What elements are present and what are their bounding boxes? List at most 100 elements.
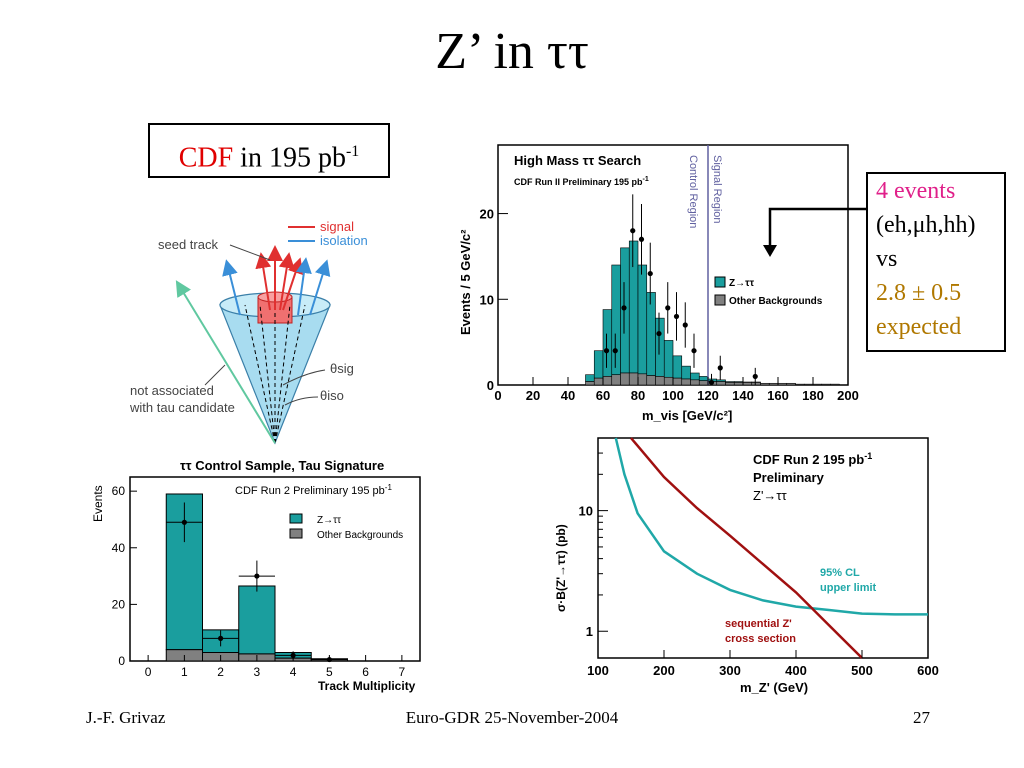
legend-label-other: Other Backgrounds [729, 296, 823, 307]
x-axis-label: Track Multiplicity [318, 679, 416, 693]
chart-subtitle: CDF Run II Preliminary 195 pb-1 [514, 176, 649, 187]
chart-title: CDF Run 2 195 pb-1 [753, 451, 872, 467]
x-tick-label: 100 [587, 663, 609, 678]
y-tick-label: 1 [586, 624, 593, 639]
background-bar [795, 383, 805, 386]
y-tick-label: 20 [112, 597, 126, 611]
x-tick-label: 5 [326, 665, 333, 679]
x-tick-label: 300 [719, 663, 741, 678]
data-point [752, 373, 758, 380]
unassociated-track-arrow [175, 280, 276, 444]
ztt-bar [655, 317, 665, 377]
ztt-bar [637, 264, 648, 375]
chart-axes: 0 1 2 3 4 5 6 7 0 20 40 60 [112, 484, 406, 679]
isolation-track-arrow [309, 259, 331, 316]
background-bar [768, 382, 779, 386]
y-tick-label: 20 [480, 207, 494, 222]
background-bar [716, 381, 726, 386]
slide-title: Z’ in ττ [435, 23, 589, 80]
background-bar [812, 383, 823, 386]
pointer-arrow [763, 207, 866, 257]
not-associated-label-2: with tau candidate [129, 400, 235, 415]
ztt-bar [611, 264, 621, 376]
legend-label-other: Other Backgrounds [317, 530, 403, 541]
data-point [673, 313, 680, 320]
chart-title: High Mass ττ Search [514, 153, 641, 168]
data-point [630, 228, 636, 234]
footer-event: Euro-GDR 25-November-2004 [405, 708, 619, 727]
signal-track-arrow [282, 257, 304, 311]
legend-swatch-other [289, 528, 303, 539]
cdf-label: CDF [178, 142, 234, 174]
xsec-label-1: sequential Z' [725, 618, 792, 630]
data-point [717, 365, 723, 371]
data-point [682, 322, 688, 328]
x-tick-label: 200 [653, 663, 675, 678]
cdf-lumi-text: in 195 pb [240, 142, 346, 174]
events-observed: 4 events [876, 178, 956, 204]
background-bar [593, 377, 604, 386]
background-bar [663, 376, 674, 386]
events-vs: vs [876, 246, 898, 272]
chart-frame [597, 437, 929, 659]
background-bar [725, 382, 735, 386]
data-point [218, 635, 224, 641]
isolation-cone [219, 304, 331, 445]
x-tick-label: 500 [851, 663, 873, 678]
data-point [708, 379, 715, 386]
background-bar [585, 381, 595, 386]
x-tick-label: 180 [802, 388, 824, 403]
events-expected-value: 2.8 ± 0.5 [876, 280, 962, 306]
isolation-track-arrow [222, 259, 241, 316]
data-point [665, 305, 671, 311]
cdf-luminosity-box: CDF in 195 pb-1 [148, 123, 390, 178]
cdf-lumi-sup: -1 [345, 143, 360, 160]
y-tick-label: 60 [112, 484, 126, 498]
data-point [621, 305, 627, 311]
x-tick-label: 0 [145, 665, 152, 679]
y-tick-label: 10 [579, 504, 593, 519]
tau-cone-diagram: signal isolation seed track θsig θiso no… [129, 219, 368, 445]
limit-label-2: upper limit [820, 582, 877, 594]
y-tick-label: 0 [118, 654, 125, 668]
background-bar [698, 380, 709, 386]
y-axis-label: Events [91, 485, 105, 522]
x-tick-label: 1 [181, 665, 188, 679]
background-bar [742, 382, 753, 386]
x-tick-label: 200 [837, 388, 859, 403]
y-axis-label: Events / 5 GeV/c² [458, 229, 473, 335]
legend-swatch-other [714, 294, 726, 306]
y-tick-label: 0 [487, 378, 494, 393]
chart-axes: 100 200 300 400 500 600 1 10 [579, 452, 939, 678]
y-axis-label: σ·B(Z'→ττ) (pb) [554, 524, 568, 612]
seed-track-label: seed track [158, 237, 218, 252]
chart-title: ττ Control Sample, Tau Signature [180, 458, 384, 473]
x-tick-label: 2 [217, 665, 224, 679]
data-point [181, 519, 187, 525]
ztt-bar [585, 374, 595, 382]
cross-section-curve [630, 437, 863, 659]
signal-label: signal [320, 219, 354, 234]
background-bar [637, 373, 648, 386]
ztt-bar [690, 372, 700, 381]
events-expected-label: expected [876, 314, 962, 340]
data-point [603, 348, 610, 354]
high-mass-chart: 0 20 40 60 80 100 120 140 160 180 200 0 10 20 High Ma… [458, 144, 859, 423]
limit-label-1: 95% CL [820, 567, 860, 579]
footer-author: J.-F. Grivaz [86, 708, 166, 727]
ztt-bar [238, 585, 276, 655]
limit-curve [614, 437, 928, 616]
chart-subtitle: CDF Run 2 Preliminary 195 pb-1 [235, 483, 392, 497]
ztt-bar [620, 247, 630, 374]
background-bar [777, 382, 788, 386]
x-tick-label: 6 [362, 665, 369, 679]
background-bar [628, 372, 639, 386]
y-tick-label: 40 [112, 541, 126, 555]
data-point [656, 330, 662, 337]
legend-label-ztt: Z→ττ [317, 515, 341, 526]
chart-process-label: Z'→ττ [753, 488, 788, 503]
x-tick-label: 400 [785, 663, 807, 678]
x-tick-label: 3 [254, 665, 261, 679]
theta-sig-label: θsig [330, 361, 354, 376]
footer-page-number: 27 [913, 708, 930, 727]
